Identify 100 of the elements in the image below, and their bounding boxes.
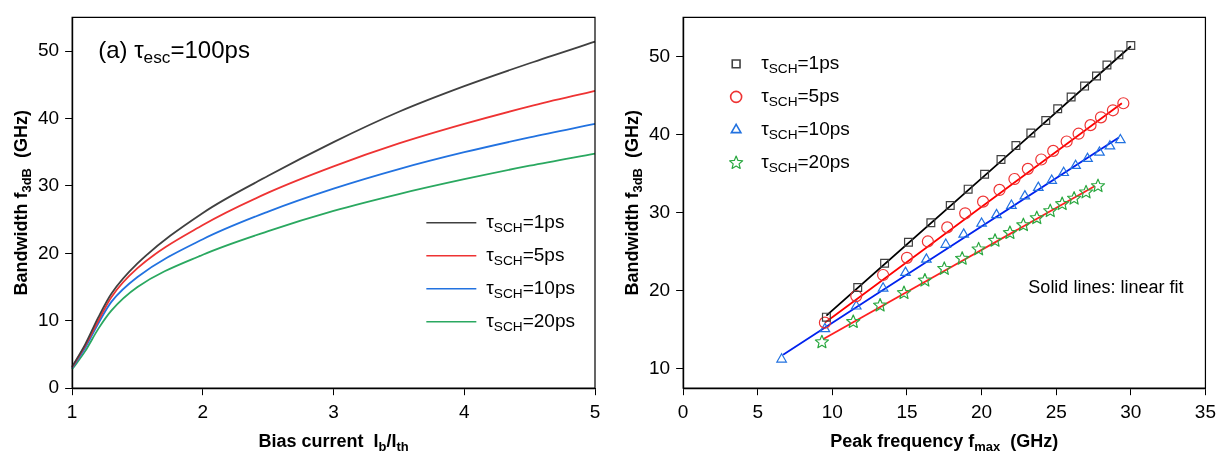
point: [941, 221, 954, 234]
x-tick-label: 10: [821, 400, 843, 422]
y-axis-title: Bandwidth f3dB (GHz): [621, 110, 645, 296]
point: [1026, 128, 1036, 138]
x-tick-label: 0: [677, 400, 689, 422]
point: [1102, 60, 1112, 70]
point: [877, 282, 889, 292]
x-tick-label: 2: [197, 400, 209, 422]
point: [976, 217, 987, 227]
point: [971, 241, 986, 256]
point: [1019, 190, 1031, 200]
point: [1114, 50, 1124, 60]
point: [1041, 115, 1051, 125]
point: [1126, 41, 1136, 50]
x-tick-label: 3: [328, 400, 339, 422]
x-tick-label: 20: [971, 400, 993, 422]
point: [987, 233, 1003, 247]
point: [917, 273, 933, 287]
x-tick-label: 4: [458, 400, 470, 422]
point: [1066, 191, 1082, 205]
y-tick-label: 50: [648, 44, 671, 66]
point: [1008, 172, 1021, 186]
point: [1090, 178, 1106, 193]
point: [1080, 81, 1090, 91]
point: [1104, 140, 1116, 150]
point: [1078, 184, 1094, 199]
point: [1035, 153, 1048, 166]
point: [921, 253, 932, 263]
point: [818, 316, 831, 329]
point: [1066, 92, 1076, 102]
y-axis-title: Bandwidth f3dB (GHz): [10, 110, 34, 296]
y-tick-label: 20: [37, 241, 60, 263]
point: [846, 314, 861, 329]
line-series: [71, 40, 596, 368]
point: [872, 297, 888, 312]
y-tick-label: 20: [648, 278, 671, 300]
point: [996, 154, 1006, 164]
point: [958, 228, 970, 238]
point: [821, 312, 831, 322]
x-tick-label: 30: [1120, 400, 1142, 422]
point: [976, 195, 990, 208]
point: [937, 261, 952, 275]
y-tick-label: 40: [648, 122, 671, 144]
annotation: Solid lines: linear fit: [1028, 277, 1184, 298]
point: [1046, 174, 1058, 184]
point: [1043, 203, 1058, 218]
point: [1094, 146, 1105, 156]
point: [1047, 144, 1060, 157]
y-tick-label: 30: [37, 174, 60, 196]
point: [850, 289, 863, 303]
point: [1060, 135, 1073, 148]
point: [980, 169, 990, 179]
point: [896, 285, 912, 300]
point: [991, 208, 1002, 219]
point: [1082, 152, 1093, 163]
y-tick-label: 30: [648, 200, 671, 222]
point: [1084, 119, 1097, 132]
point: [1011, 140, 1021, 150]
point: [959, 207, 972, 220]
point: [1106, 104, 1120, 117]
y-tick-label: 10: [648, 356, 671, 378]
point: [1092, 71, 1101, 81]
point: [1055, 196, 1070, 211]
point: [940, 238, 952, 248]
y-tick-label: 10: [37, 309, 60, 331]
point: [900, 266, 911, 277]
point: [963, 184, 973, 194]
x-tick-label: 25: [1045, 400, 1067, 422]
point: [1006, 199, 1017, 209]
point: [819, 322, 831, 333]
point: [955, 251, 970, 265]
point: [1032, 181, 1044, 191]
point: [1094, 111, 1108, 124]
x-tick-label: 1: [66, 400, 78, 422]
point: [853, 283, 863, 292]
point: [945, 201, 955, 211]
x-tick-label: 5: [752, 400, 764, 422]
point: [1029, 210, 1044, 225]
point: [1117, 97, 1130, 110]
point: [880, 258, 890, 268]
point: [921, 235, 934, 248]
point: [1053, 104, 1063, 114]
point: [1115, 133, 1126, 144]
point: [776, 353, 787, 363]
y-tick-label: 40: [37, 106, 60, 128]
y-tick-label: 50: [37, 39, 60, 61]
point: [1072, 127, 1085, 140]
point: [850, 300, 862, 310]
point: [877, 268, 890, 282]
x-tick-label: 35: [1194, 400, 1216, 422]
point: [903, 237, 913, 247]
point: [926, 218, 936, 228]
point: [1016, 217, 1031, 232]
point: [1002, 225, 1018, 240]
point: [993, 183, 1006, 197]
x-tick-label: 5: [589, 400, 601, 422]
y-tick-label: 0: [48, 376, 60, 398]
point: [814, 334, 830, 349]
point: [1070, 159, 1081, 170]
point: [1058, 166, 1070, 177]
